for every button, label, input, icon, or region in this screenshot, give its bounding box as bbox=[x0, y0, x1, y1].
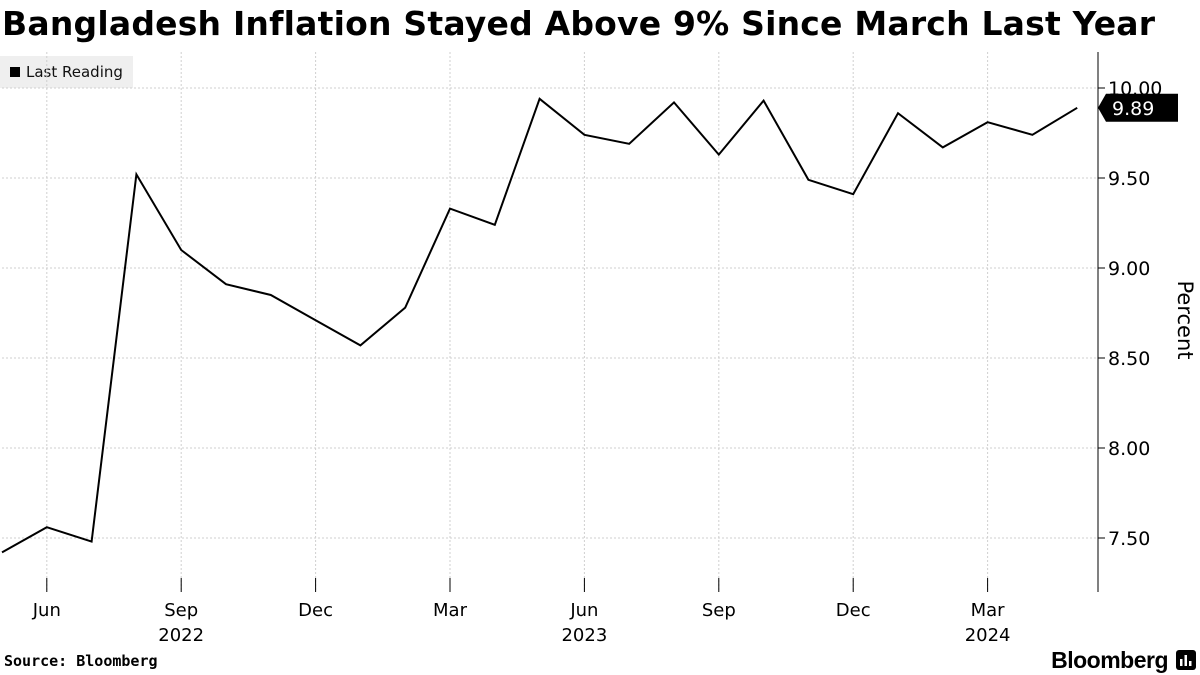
chart-title: Bangladesh Inflation Stayed Above 9% Sin… bbox=[2, 4, 1156, 43]
brand-logo: Bloomberg bbox=[1051, 647, 1168, 673]
x-tick-label: Mar bbox=[971, 600, 1006, 621]
x-tick-label: Jun bbox=[569, 600, 598, 621]
labels: 9.89 bbox=[1098, 93, 1178, 122]
x-tick-label: Jun bbox=[32, 600, 61, 621]
x-tick-label: Sep bbox=[702, 600, 736, 621]
y-tick-label: 8.50 bbox=[1108, 348, 1150, 370]
last-value-badge bbox=[1098, 93, 1178, 122]
source-note: Source: Bloomberg bbox=[4, 652, 158, 670]
bloomberg-chart-icon bbox=[1176, 650, 1196, 670]
x-year-label: 2024 bbox=[965, 625, 1011, 646]
y-tick-label: 9.50 bbox=[1108, 168, 1150, 190]
y-tick-label: 7.50 bbox=[1108, 528, 1150, 550]
x-tick-label: Mar bbox=[433, 600, 468, 621]
y-tick-label: 9.00 bbox=[1108, 258, 1150, 280]
grid bbox=[2, 52, 1098, 592]
last-value-label: 9.89 bbox=[1112, 98, 1154, 120]
legend-swatch bbox=[10, 67, 20, 77]
x-year-label: 2023 bbox=[561, 625, 607, 646]
legend-label: Last Reading bbox=[26, 63, 123, 81]
legend: Last Reading bbox=[0, 56, 133, 88]
y-tick-label: 8.00 bbox=[1108, 438, 1150, 460]
x-tick-label: Dec bbox=[836, 600, 871, 621]
x-year-label: 2022 bbox=[158, 625, 204, 646]
y-axis-title: Percent bbox=[1173, 280, 1197, 359]
x-tick-label: Sep bbox=[164, 600, 198, 621]
series-line-last-reading bbox=[1, 97, 1078, 554]
series bbox=[1, 97, 1078, 554]
x-tick-label: Dec bbox=[298, 600, 333, 621]
